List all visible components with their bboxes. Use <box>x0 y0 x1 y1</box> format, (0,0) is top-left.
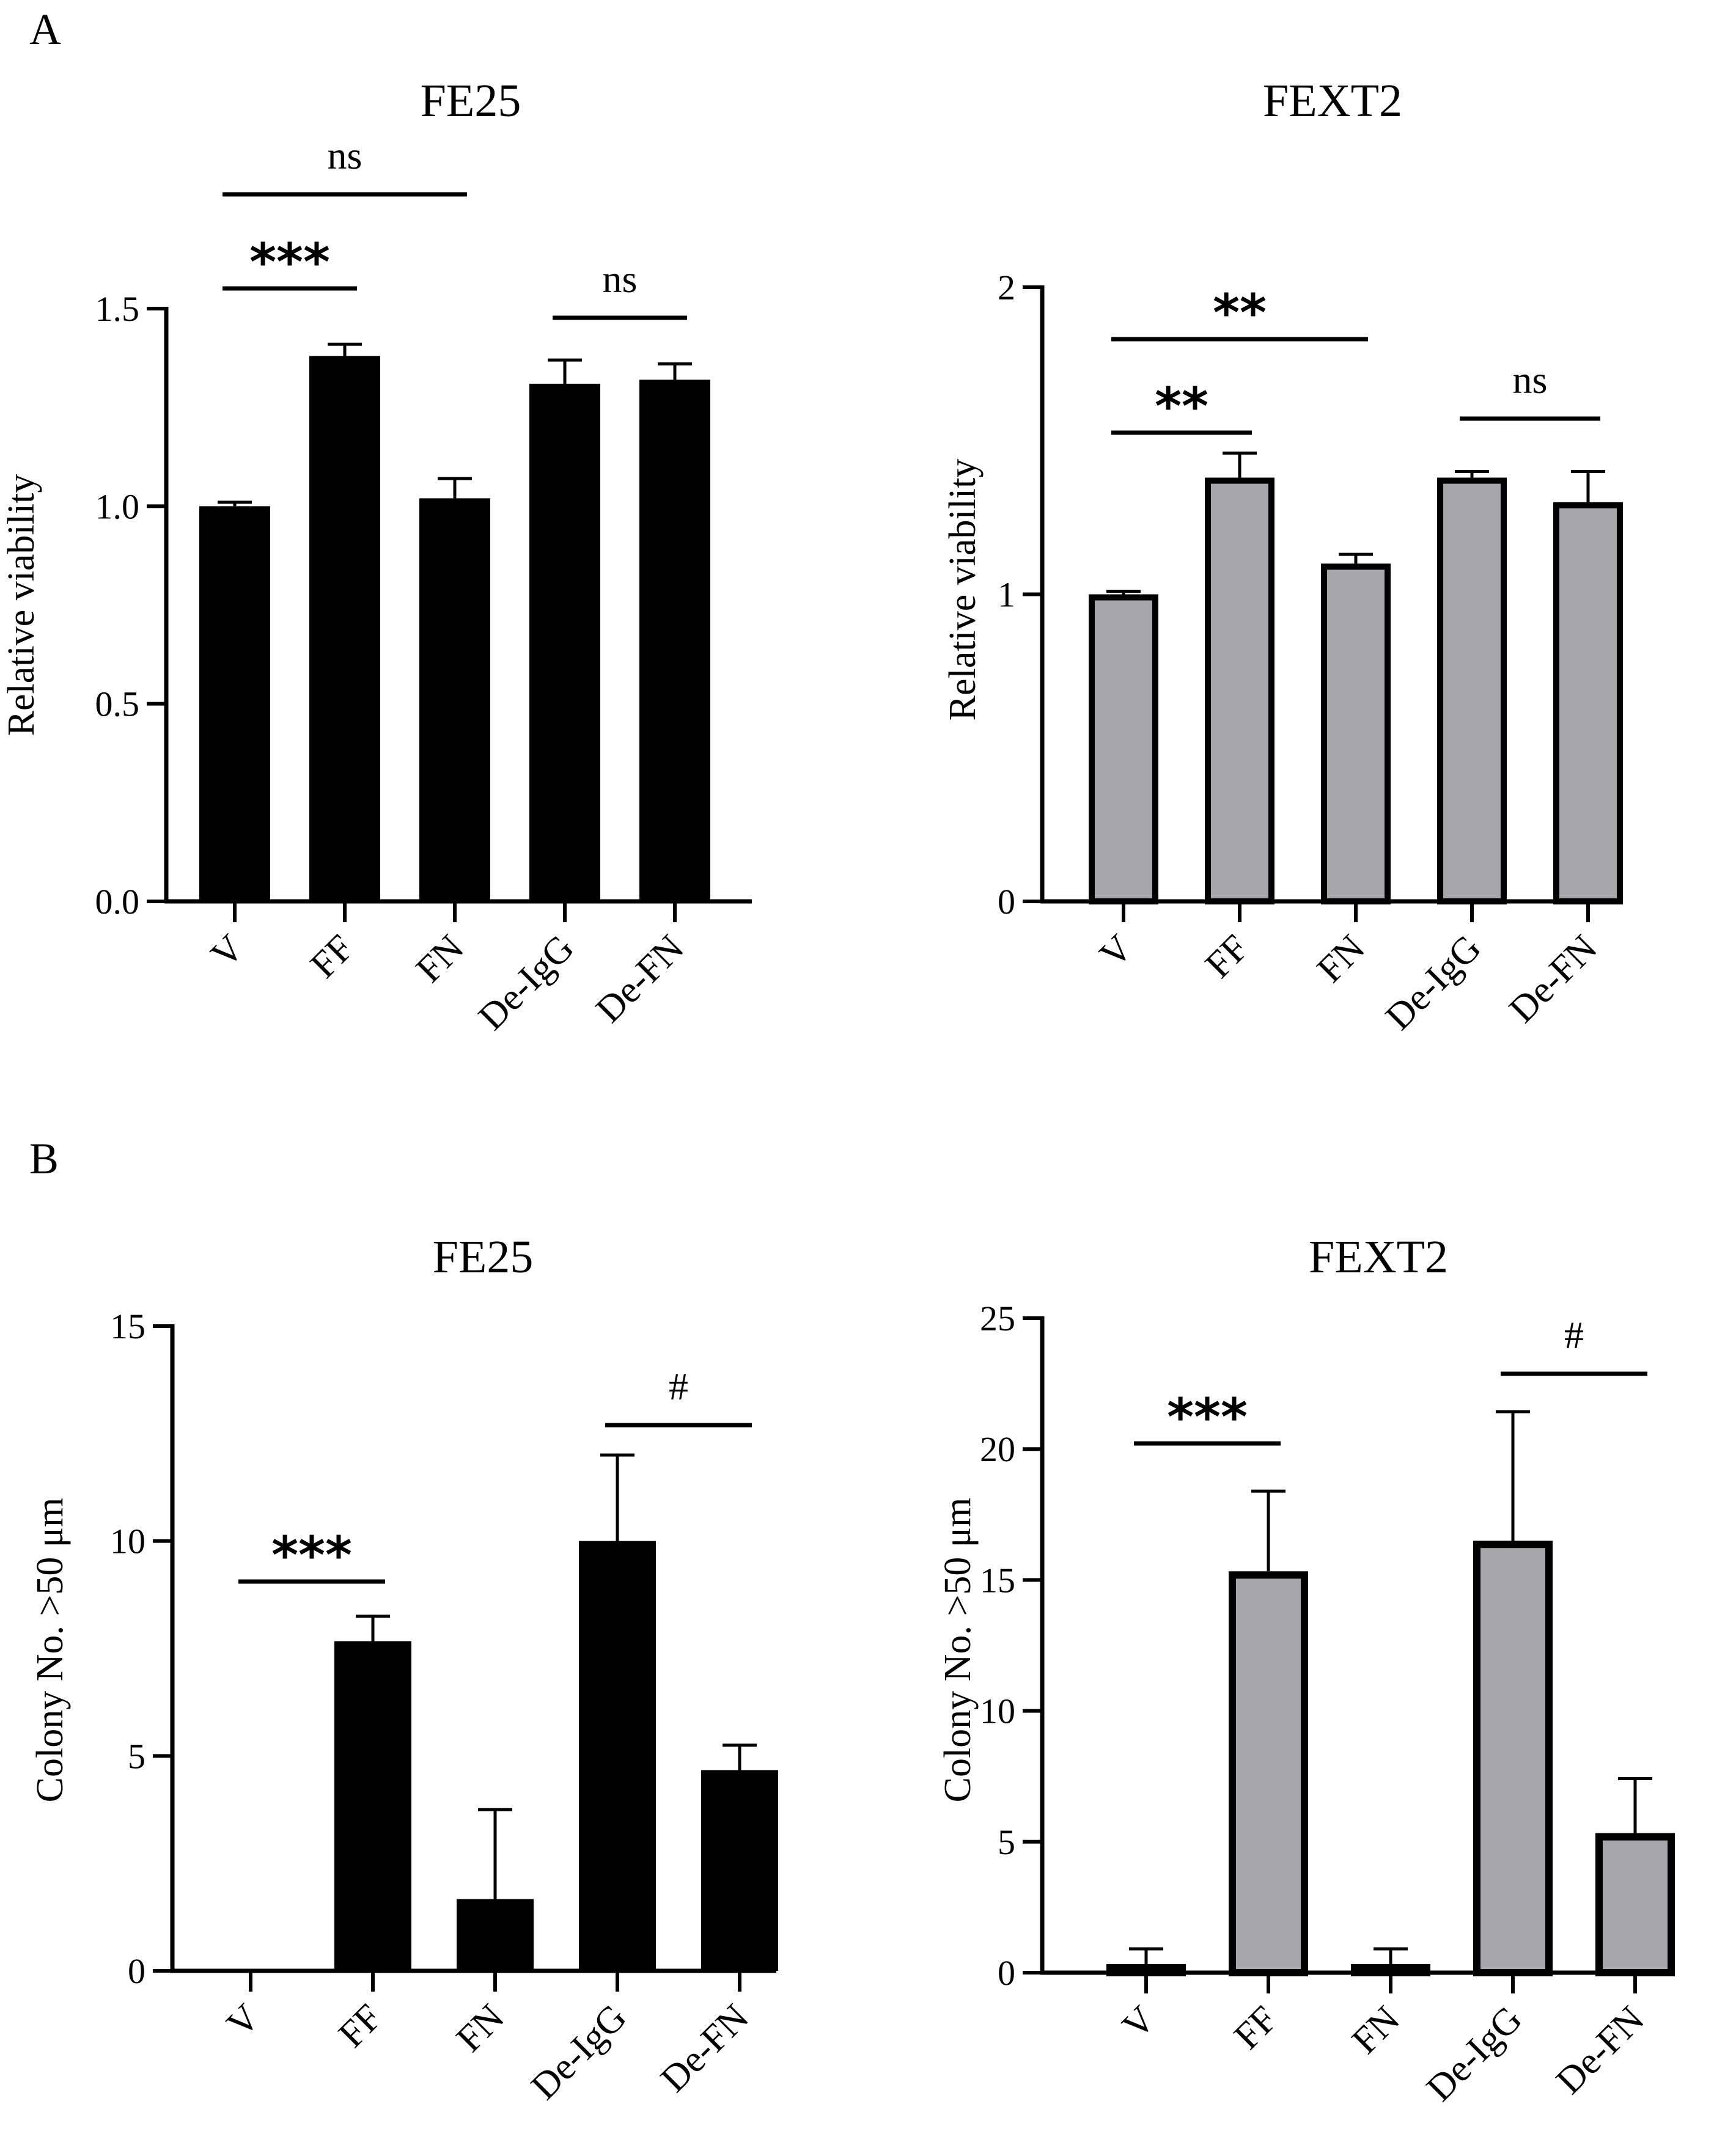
category-label: FN <box>449 1997 512 2060</box>
category-label: FF <box>1197 927 1257 986</box>
bar-de-fn <box>639 380 710 901</box>
y-axis-title: Relative viability <box>1 474 42 736</box>
y-tick-label: 5 <box>998 1822 1015 1862</box>
significance-label: # <box>1564 1313 1584 1357</box>
y-tick-label: 0 <box>128 1951 145 1991</box>
category-label: De-IgG <box>523 1997 634 2108</box>
bar-ff <box>309 356 380 901</box>
significance-label: ** <box>1155 376 1208 436</box>
category-label: De-FN <box>1548 1998 1652 2102</box>
y-tick-label: 2 <box>998 268 1015 307</box>
bar-de-igg <box>1437 477 1507 904</box>
category-label: De-IgG <box>1419 1998 1530 2110</box>
significance-label: ns <box>603 257 638 301</box>
bar-ff <box>1205 477 1274 904</box>
bar-fn <box>1351 1964 1430 1976</box>
bar-de-igg <box>579 1541 656 1971</box>
y-tick-label: 0.5 <box>95 684 140 724</box>
panel-label-a: A <box>29 5 61 54</box>
panel-label-b: B <box>29 1134 59 1183</box>
y-tick-label: 25 <box>980 1299 1015 1338</box>
y-tick-label: 5 <box>128 1736 145 1776</box>
bar-v <box>199 506 270 901</box>
category-label: De-IgG <box>1378 927 1489 1038</box>
bar-de-fn <box>1595 1833 1675 1977</box>
category-label: FN <box>1344 1998 1408 2062</box>
y-axis-title: Colony No. >50 μm <box>29 1498 71 1803</box>
category-label: FF <box>331 1997 390 2056</box>
category-label: V <box>219 1997 268 2045</box>
bar-ff <box>1229 1571 1308 1976</box>
significance-label: # <box>669 1365 688 1408</box>
y-tick-label: 15 <box>110 1307 145 1346</box>
y-tick-label: 1 <box>998 575 1015 615</box>
chart-fext2-viability: FEXT2 Relative viability 0 1 2 V FF FN De-IgG De-… <box>942 75 1623 1038</box>
y-axis-title: Colony No. >50 μm <box>937 1498 979 1803</box>
y-tick-label: 20 <box>980 1429 1015 1469</box>
y-tick-label: 1.0 <box>95 486 140 526</box>
significance-label: ns <box>328 134 362 177</box>
bar-de-fn <box>1553 502 1623 904</box>
category-label: De-IgG <box>471 927 582 1038</box>
bar-fn <box>419 498 490 901</box>
y-tick-label: 0.0 <box>95 882 140 922</box>
y-axis-title: Relative viability <box>942 459 984 721</box>
category-label: FF <box>1226 1998 1285 2058</box>
y-tick-label: 10 <box>980 1692 1015 1731</box>
bar-v <box>1106 1964 1186 1976</box>
category-label: FF <box>303 927 362 986</box>
bar-de-igg <box>529 383 600 901</box>
bar-de-igg <box>1473 1541 1553 1976</box>
y-tick-label: 15 <box>980 1560 1015 1600</box>
y-tick-label: 1.5 <box>95 289 140 329</box>
bar-de-fn <box>701 1770 778 1971</box>
bar-fn <box>1321 563 1391 904</box>
category-label: V <box>1092 927 1141 976</box>
y-tick-label: 10 <box>110 1522 145 1561</box>
significance-label: *** <box>1167 1387 1248 1447</box>
chart-title: FE25 <box>421 75 521 127</box>
category-label: De-FN <box>653 1997 757 2100</box>
bar-ff <box>334 1641 411 1971</box>
y-tick-label: 0 <box>998 1953 1015 1993</box>
category-label: V <box>1114 1998 1163 2047</box>
chart-fe25-colony: FE25 Colony No. >50 μm 0 5 10 15 V FF FN De-IgG De… <box>29 1231 778 2108</box>
bar-fn <box>457 1899 534 1971</box>
category-label: FN <box>408 927 472 991</box>
significance-label: ns <box>1513 358 1548 402</box>
y-tick-label: 0 <box>998 882 1015 922</box>
significance-label: *** <box>271 1525 352 1585</box>
category-label: FN <box>1309 927 1373 991</box>
chart-title: FEXT2 <box>1263 75 1402 127</box>
category-label: De-FN <box>1501 927 1605 1031</box>
category-label: V <box>203 927 252 976</box>
significance-label: *** <box>249 232 330 292</box>
category-label: De-FN <box>588 927 692 1031</box>
bar-v <box>1089 594 1158 904</box>
significance-label: ** <box>1213 283 1267 343</box>
chart-title: FE25 <box>433 1231 534 1283</box>
chart-title: FEXT2 <box>1309 1231 1448 1283</box>
